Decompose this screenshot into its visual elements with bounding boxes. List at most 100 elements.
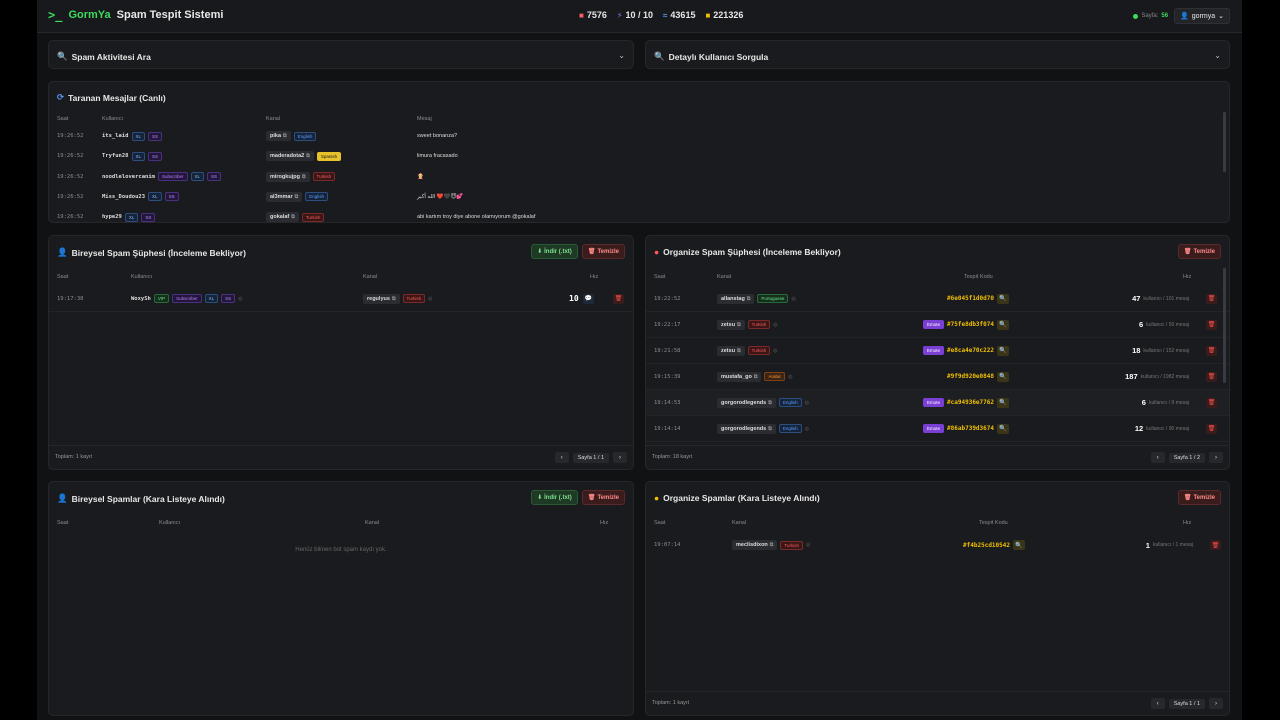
channel-link[interactable]: gorgorodlegends ⧉ xyxy=(717,423,776,434)
trash-icon[interactable]: 🗑 xyxy=(1210,540,1221,550)
search-icon[interactable]: 🔍 xyxy=(997,345,1009,356)
trash-icon[interactable]: 🗑 xyxy=(1206,293,1217,304)
info-icon[interactable]: ◎ xyxy=(773,321,778,328)
scrollbar[interactable] xyxy=(1223,268,1226,383)
trash-icon[interactable]: 🗑 xyxy=(1206,345,1217,356)
brand[interactable]: >_ GormYa Spam Tespit Sistemi xyxy=(48,8,223,22)
channel-name: gokalaf xyxy=(270,214,290,221)
stat-workers: ⚡ 10 / 10 xyxy=(617,10,653,20)
next-page-button[interactable]: › xyxy=(613,452,627,463)
table-row[interactable]: 19:17:38 WoxySh VIP Subscriber XL SS ◎ reguly… xyxy=(49,286,633,312)
channel-link[interactable]: mustafa_go ⧉ xyxy=(717,371,762,382)
info-icon[interactable]: ◎ xyxy=(805,542,811,548)
search-icon[interactable]: 🔍 xyxy=(997,397,1009,408)
channel-link[interactable]: gokalaf ⧉ xyxy=(266,212,299,222)
detection-code: #9f9d920e0848 xyxy=(947,373,994,380)
info-icon[interactable]: ◎ xyxy=(791,295,796,302)
table-row[interactable]: 19:07:14 meclisdixon ⧉ Turkish ◎ #f4b25cd10… xyxy=(646,532,1229,558)
channel-link[interactable]: meclisdixon ⧉ xyxy=(732,540,778,550)
row-user[interactable]: noodlelovercаnim xyxy=(102,173,155,180)
channel-link[interactable]: mirogkujpg ⧉ xyxy=(266,171,310,182)
live-message-row[interactable]: 19:26:52 its_laid XL SS pika ⧉ English sweet… xyxy=(49,126,1229,146)
stats-bar: ■ 7576 ⚡ 10 / 10 ≈43615 ■ 221326 xyxy=(579,10,743,20)
table-row[interactable]: 19:15:39 mustafa_go ⧉ Arabic ◎ #9f9d920e084… xyxy=(646,364,1229,390)
clear-button[interactable]: 🗑 Temizle xyxy=(581,244,625,259)
row-user[interactable]: Tryfun28 xyxy=(102,153,129,160)
row-time: 19:26:52 xyxy=(57,173,84,180)
user-query-panel[interactable]: 🔍 Detaylı Kullanıcı Sorgula ⌄ xyxy=(645,40,1230,69)
row-user[interactable]: WoxySh xyxy=(131,295,151,302)
panel-title-text: Bireysel Spam Şüphesi (İnceleme Bekliyor… xyxy=(71,247,246,258)
channel-name: gorgorodlegends xyxy=(721,425,767,432)
search-icon[interactable]: 🔍 xyxy=(997,319,1009,330)
channel-link[interactable]: maderadota2 ⧉ xyxy=(266,151,314,162)
trash-icon[interactable]: 🗑 xyxy=(1206,371,1217,382)
channel-link[interactable]: zetsu ⧉ xyxy=(717,345,745,356)
info-icon[interactable]: ◎ xyxy=(804,425,809,432)
panel-footer: Toplam: 18 kayıt ‹ Sayfa 1 / 2 › xyxy=(646,445,1229,469)
next-page-button[interactable]: › xyxy=(1209,698,1223,709)
live-message-row[interactable]: 19:26:52 Tryfun28 XL SS maderadota2 ⧉ Spanis… xyxy=(49,146,1229,166)
info-icon[interactable]: ◎ xyxy=(804,399,809,406)
search-icon[interactable]: 🔍 xyxy=(997,423,1009,434)
chevron-down-icon[interactable]: ⌄ xyxy=(1214,51,1221,60)
trash-icon[interactable]: 🗑 xyxy=(1206,319,1217,330)
prev-page-button[interactable]: ‹ xyxy=(1150,698,1165,709)
col-header: Kanal xyxy=(363,274,378,280)
detection-code: #f4b25cd10542 xyxy=(963,541,1010,549)
table-row[interactable]: 19:22:52 allanstag ⧉ Portuguese ◎ #6e045f1d… xyxy=(646,286,1229,312)
download-button[interactable]: ⬇ İndir (.txt) xyxy=(531,490,578,505)
info-icon[interactable]: ◎ xyxy=(773,347,778,354)
search-icon[interactable]: 🔍 xyxy=(997,371,1009,382)
clear-button[interactable]: 🗑 Temizle xyxy=(1177,244,1221,259)
trash-icon: 🗑 xyxy=(1183,495,1192,501)
live-message-row[interactable]: 19:26:52 Miss_Doudou23 XL SS al3mmar ⧉ Engli… xyxy=(49,187,1229,207)
user-count: 6 xyxy=(1139,320,1144,329)
info-icon[interactable]: ◎ xyxy=(788,373,793,380)
channel-link[interactable]: gorgorodlegends ⧉ xyxy=(717,397,776,408)
download-button[interactable]: ⬇ İndir (.txt) xyxy=(531,244,578,259)
prev-page-button[interactable]: ‹ xyxy=(1150,452,1165,463)
row-user[interactable]: its_laid xyxy=(102,133,129,139)
channel-link[interactable]: regulyus ⧉ xyxy=(363,293,400,304)
table-row[interactable]: 19:14:14 gorgorodlegends ⧉ English ◎ Emote #… xyxy=(646,416,1229,442)
row-user[interactable]: Miss_Doudou23 xyxy=(102,193,146,200)
search-icon[interactable]: 🔍 xyxy=(997,293,1009,304)
panel-title: ● Organize Spamlar (Kara Listeye Alındı) xyxy=(654,493,820,503)
clear-button[interactable]: 🗑 Temizle xyxy=(1177,490,1221,505)
total-count: Toplam: 1 kayıt xyxy=(55,454,92,460)
stat-value: 10 / 10 xyxy=(625,10,654,20)
organized-pending-panel: ● Organize Spam Şüphesi (İnceleme Bekliyo… xyxy=(645,235,1230,470)
prev-page-button[interactable]: ‹ xyxy=(554,452,569,463)
chevron-down-icon[interactable]: ⌄ xyxy=(618,51,625,60)
search-icon[interactable]: 🔍 xyxy=(1013,540,1025,550)
trash-icon[interactable]: 🗑 xyxy=(613,293,624,304)
external-link-icon: ⧉ xyxy=(291,214,295,221)
message-icon[interactable]: 💬 xyxy=(583,293,594,304)
user-icon: 👤 xyxy=(57,493,68,503)
row-message: abi kartım troy diye abone olamıyorum @g… xyxy=(417,214,536,221)
table-row[interactable]: 19:21:58 zetsu ⧉ Turkish ◎ Emote #e8ca4e70c2… xyxy=(646,338,1229,364)
channel-name: maderadota2 xyxy=(270,153,305,160)
live-message-row[interactable]: 19:26:52 noodlelovercаnim Subscriber XL SS … xyxy=(49,167,1229,187)
group-icon: ● xyxy=(654,247,660,257)
next-page-button[interactable]: › xyxy=(1209,452,1223,463)
info-icon[interactable]: ◎ xyxy=(428,295,433,302)
row-user[interactable]: hype29 xyxy=(102,214,122,221)
channel-link[interactable]: zetsu ⧉ xyxy=(717,319,745,330)
trash-icon[interactable]: 🗑 xyxy=(1206,397,1217,408)
stat-value: 221326 xyxy=(713,10,744,20)
scrollbar[interactable] xyxy=(1223,112,1226,172)
clear-button[interactable]: 🗑 Temizle xyxy=(581,490,625,505)
channel-link[interactable]: al3mmar ⧉ xyxy=(266,191,303,202)
user-badge: XL xyxy=(148,192,162,202)
channel-link[interactable]: allanstag ⧉ xyxy=(717,293,755,304)
spam-activity-search-panel[interactable]: 🔍 Spam Aktivitesi Ara ⌄ xyxy=(48,40,634,69)
table-row[interactable]: 19:22:17 zetsu ⧉ Turkish ◎ Emote #75fe8db3f0… xyxy=(646,312,1229,338)
info-icon[interactable]: ◎ xyxy=(238,295,243,302)
channel-link[interactable]: pika ⧉ xyxy=(266,131,291,141)
trash-icon[interactable]: 🗑 xyxy=(1206,423,1217,434)
live-message-row[interactable]: 19:26:52 hype29 XL SS gokalaf ⧉ Turkish abi … xyxy=(49,207,1229,222)
table-row[interactable]: 19:14:53 gorgorodlegends ⧉ English ◎ Emote #… xyxy=(646,390,1229,416)
user-menu-button[interactable]: 👤 gormya ⌄ xyxy=(1174,8,1230,24)
